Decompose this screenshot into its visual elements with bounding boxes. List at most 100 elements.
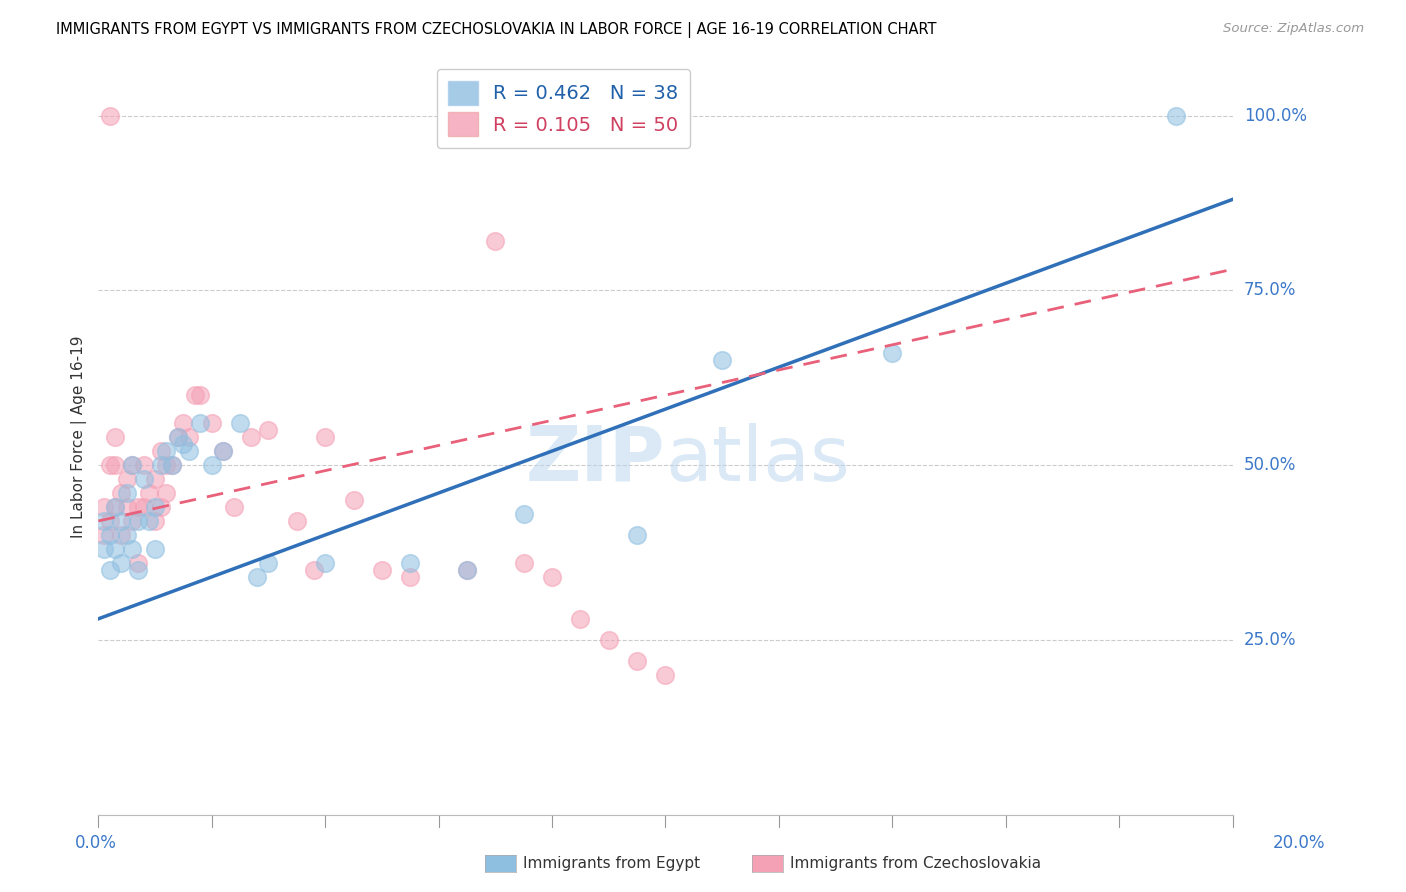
Text: 0.0%: 0.0% [75,834,117,852]
Point [399,570,422,584]
Point [512,507,534,521]
Point [541,570,564,584]
Point [512,556,534,570]
Point [155,486,177,500]
Point [172,437,194,451]
Point [149,444,172,458]
Point [212,444,235,458]
Point [342,493,364,508]
Legend: R = 0.462   N = 38, R = 0.105   N = 50: R = 0.462 N = 38, R = 0.105 N = 50 [437,70,690,148]
Point [143,514,166,528]
Point [201,416,224,430]
Point [132,458,155,472]
Point [110,514,132,528]
Text: 75.0%: 75.0% [1244,281,1296,300]
Point [98,528,121,542]
Point [1164,109,1187,123]
Point [121,458,143,472]
Point [104,500,127,514]
Point [285,514,308,528]
Point [626,654,648,668]
Point [654,667,676,681]
Point [177,444,200,458]
Point [212,444,235,458]
Point [172,416,194,430]
Point [121,541,143,556]
Point [115,500,138,514]
Point [115,472,138,486]
Text: atlas: atlas [665,423,851,497]
Point [257,423,280,437]
Point [98,563,121,577]
Text: ZIP: ZIP [526,423,665,497]
Text: Source: ZipAtlas.com: Source: ZipAtlas.com [1223,22,1364,36]
Point [104,541,127,556]
Point [240,430,263,444]
Point [115,486,138,500]
Point [166,430,188,444]
Point [143,472,166,486]
Point [184,388,207,402]
Text: Immigrants from Czechoslovakia: Immigrants from Czechoslovakia [790,856,1042,871]
Point [115,528,138,542]
Text: 20.0%: 20.0% [1272,834,1326,852]
Point [229,416,252,430]
Y-axis label: In Labor Force | Age 16-19: In Labor Force | Age 16-19 [72,335,87,539]
Point [177,430,200,444]
Point [166,430,188,444]
Point [882,346,904,360]
Point [484,235,506,249]
Point [160,458,183,472]
Point [127,500,149,514]
Point [104,458,127,472]
Point [302,563,325,577]
Point [127,563,149,577]
Point [127,556,149,570]
Point [246,570,269,584]
Text: IMMIGRANTS FROM EGYPT VS IMMIGRANTS FROM CZECHOSLOVAKIA IN LABOR FORCE | AGE 16-: IMMIGRANTS FROM EGYPT VS IMMIGRANTS FROM… [56,22,936,38]
Point [104,500,127,514]
Point [155,458,177,472]
Text: 25.0%: 25.0% [1244,631,1296,648]
Point [143,541,166,556]
Point [110,556,132,570]
Point [132,500,155,514]
Point [149,500,172,514]
Point [138,486,160,500]
Point [190,388,212,402]
Point [121,458,143,472]
Point [98,109,121,123]
Point [160,458,183,472]
Point [314,430,336,444]
Point [371,563,394,577]
Point [104,430,127,444]
Point [93,528,115,542]
Text: 50.0%: 50.0% [1244,456,1296,474]
Point [257,556,280,570]
Point [711,353,734,368]
Text: Immigrants from Egypt: Immigrants from Egypt [523,856,700,871]
Point [98,458,121,472]
Point [93,514,115,528]
Point [456,563,478,577]
Point [121,514,143,528]
Text: 100.0%: 100.0% [1244,106,1306,125]
Point [132,472,155,486]
Point [127,514,149,528]
Point [626,528,648,542]
Point [110,528,132,542]
Point [93,500,115,514]
Point [190,416,212,430]
Point [456,563,478,577]
Point [138,514,160,528]
Point [93,541,115,556]
Point [201,458,224,472]
Point [155,444,177,458]
Point [399,556,422,570]
Point [314,556,336,570]
Point [598,632,620,647]
Point [224,500,246,514]
Point [98,514,121,528]
Point [143,500,166,514]
Point [569,612,592,626]
